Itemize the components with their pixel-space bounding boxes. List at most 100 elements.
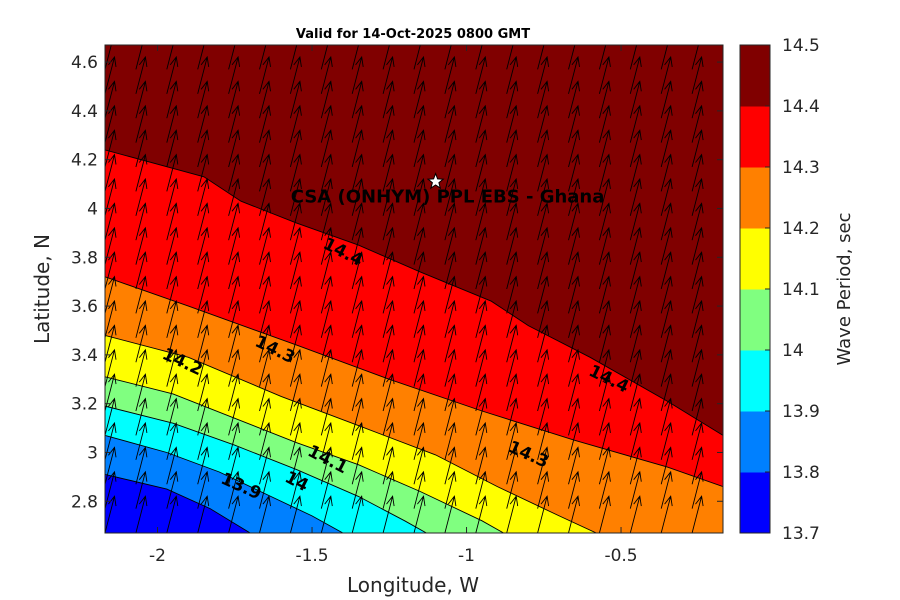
direction-arrow-217 (413, 324, 426, 363)
colorbar-swatch-0 (740, 472, 770, 534)
direction-arrow-180 (351, 202, 364, 241)
direction-arrow-145 (289, 45, 298, 70)
band-fill-4 (105, 335, 597, 533)
direction-arrow-287 (506, 153, 519, 192)
contour-line-6 (105, 149, 723, 436)
direction-arrow-376 (629, 45, 638, 70)
y-tick-label-8: 4.4 (71, 102, 98, 122)
direction-arrow-46 (166, 397, 179, 436)
direction-arrow-431 (722, 262, 723, 265)
direction-arrow-418 (691, 45, 699, 70)
colorbar-swatch-6 (740, 106, 770, 168)
direction-arrow-335 (568, 45, 569, 46)
y-tick-label-7: 4.2 (71, 151, 98, 171)
direction-arrow-139 (289, 177, 302, 216)
direction-arrow-199 (382, 251, 395, 290)
direction-arrow-263 (475, 226, 488, 265)
contour-line-5 (105, 276, 723, 488)
direction-arrow-408 (691, 275, 704, 314)
direction-arrow-265 (475, 177, 488, 216)
direction-arrow-164 (320, 80, 333, 119)
direction-arrow-374 (629, 80, 642, 119)
direction-arrow-392 (660, 153, 673, 192)
direction-arrow-154 (320, 324, 333, 363)
direction-arrow-416 (691, 80, 704, 119)
direction-arrow-420 (722, 531, 723, 533)
direction-arrow-65 (197, 446, 210, 485)
direction-arrow-22 (135, 470, 148, 509)
direction-arrow-326 (568, 226, 580, 265)
direction-arrow-193 (382, 397, 395, 436)
direction-arrow-386 (660, 299, 673, 338)
direction-arrow-399 (691, 495, 704, 533)
direction-arrow-226 (413, 104, 426, 143)
direction-arrow-244 (444, 177, 457, 216)
direction-arrow-96 (228, 202, 241, 241)
direction-arrow-86 (228, 446, 241, 485)
colorbar-swatch-3 (740, 289, 770, 351)
direction-arrow-85 (228, 470, 241, 509)
direction-arrow-174 (351, 348, 364, 387)
direction-arrow-433 (722, 213, 723, 216)
direction-arrow-235 (444, 397, 457, 436)
direction-arrow-81 (197, 55, 210, 94)
direction-arrow-238 (444, 324, 457, 363)
direction-arrow-73 (197, 251, 210, 290)
direction-arrow-232 (444, 470, 457, 509)
direction-arrow-311 (537, 80, 550, 119)
direction-arrow-249 (444, 55, 457, 94)
direction-arrow-327 (568, 202, 580, 241)
direction-arrow-170 (351, 446, 364, 485)
direction-arrow-119 (259, 153, 271, 192)
direction-arrow-203 (382, 153, 395, 192)
direction-arrow-140 (289, 153, 302, 192)
direction-arrow-129 (289, 421, 302, 460)
direction-arrow-276 (506, 421, 519, 460)
direction-arrow-88 (228, 397, 241, 436)
direction-arrow-231 (444, 495, 457, 533)
direction-arrow-358 (629, 470, 642, 509)
direction-arrow-294 (537, 495, 550, 533)
direction-arrow-343 (598, 324, 611, 363)
colorbar-label-5: 14.2 (782, 219, 820, 239)
direction-arrow-32 (135, 226, 148, 265)
direction-arrow-221 (413, 226, 426, 265)
direction-arrow-93 (228, 275, 241, 314)
direction-arrow-355 (598, 45, 607, 70)
direction-arrow-66 (197, 421, 210, 460)
direction-arrow-222 (413, 202, 426, 241)
direction-arrow-363 (629, 348, 642, 387)
direction-arrow-17 (105, 80, 117, 119)
direction-arrow-50 (166, 299, 179, 338)
direction-arrow-385 (660, 324, 673, 363)
direction-arrow-407 (691, 299, 704, 338)
direction-arrow-98 (228, 153, 241, 192)
direction-arrow-398 (661, 45, 662, 46)
direction-arrow-60 (166, 55, 179, 94)
direction-arrow-126 (289, 495, 302, 533)
direction-arrow-82 (197, 45, 205, 70)
direction-arrow-192 (382, 421, 395, 460)
direction-arrow-240 (444, 275, 457, 314)
direction-arrow-91 (228, 324, 241, 363)
direction-arrow-302 (537, 299, 550, 338)
direction-arrow-20 (105, 45, 106, 46)
direction-arrow-52 (166, 251, 179, 290)
direction-arrow-128 (289, 446, 302, 485)
direction-arrow-24 (135, 421, 148, 460)
x-axis-ticks: -2 -1.5 -1 -0.5 (149, 45, 638, 566)
direction-arrow-234 (444, 421, 457, 460)
direction-arrow-378 (660, 495, 673, 533)
direction-arrow-435 (722, 165, 723, 167)
y-tick-label-2: 3.2 (71, 395, 98, 415)
y-tick-label-5: 3.8 (71, 248, 98, 268)
site-label: CSA (ONHYM) PPL EBS - Ghana (291, 187, 605, 208)
site-marker-group: CSA (ONHYM) PPL EBS - Ghana (291, 172, 605, 208)
direction-arrow-304 (537, 251, 550, 290)
direction-arrow-410 (691, 226, 704, 265)
direction-arrow-375 (629, 55, 642, 94)
y-tick-label-3: 3.4 (71, 346, 98, 366)
direction-arrow-182 (351, 153, 364, 192)
direction-arrow-137 (289, 226, 302, 265)
x-axis-label: Longitude, W (347, 573, 479, 597)
